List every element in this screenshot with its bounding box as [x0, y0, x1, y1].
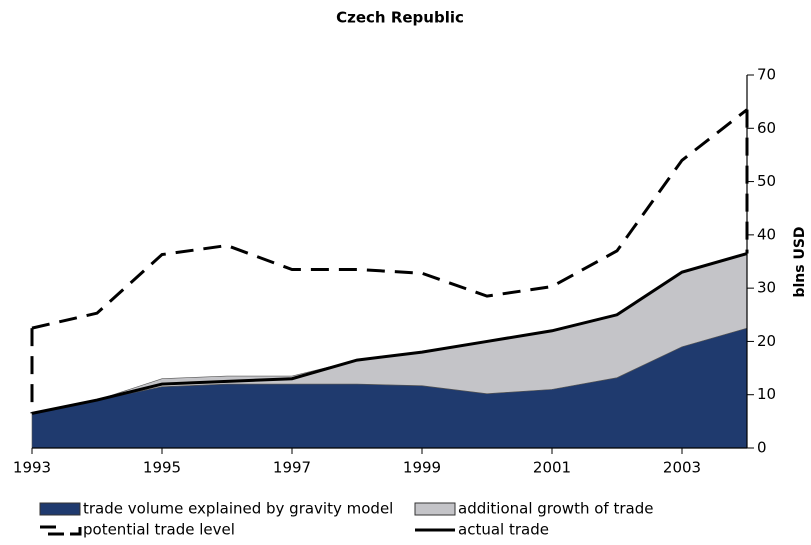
- legend-swatch: [414, 502, 456, 516]
- legend-label: actual trade: [458, 521, 549, 539]
- chart-title: Czech Republic: [336, 9, 464, 27]
- legend-swatch: [40, 525, 82, 536]
- y-tick-label: 0: [757, 439, 767, 457]
- legend-label: trade volume explained by gravity model: [83, 500, 393, 518]
- y-tick-label: 20: [757, 332, 776, 350]
- x-tick-label: 1997: [273, 459, 311, 477]
- line: [31, 252, 748, 415]
- x-tick-label: 2003: [663, 459, 701, 477]
- y-axis-label: blns USD: [792, 226, 808, 297]
- y-tick-label: 30: [757, 279, 776, 297]
- legend-label: potential trade level: [83, 521, 235, 539]
- dashed-line: [31, 108, 748, 330]
- x-tick-label: 1999: [403, 459, 441, 477]
- y-tick-label: 50: [757, 172, 776, 190]
- y-tick-label: 60: [757, 119, 776, 137]
- legend-label: additional growth of trade: [458, 500, 653, 518]
- x-tick-label: 1993: [13, 459, 51, 477]
- legend-swatch: [39, 502, 81, 516]
- x-tick-label: 2001: [533, 459, 571, 477]
- y-tick-label: 10: [757, 385, 776, 403]
- y-tick-label: 70: [757, 66, 776, 84]
- y-tick-label: 40: [757, 225, 776, 243]
- x-tick-label: 1995: [143, 459, 181, 477]
